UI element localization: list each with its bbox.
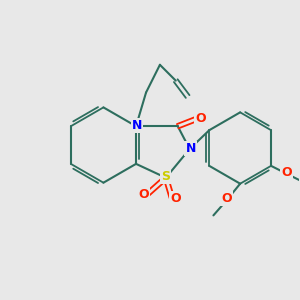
- Text: S: S: [161, 170, 170, 183]
- Text: N: N: [185, 142, 196, 154]
- Text: O: O: [195, 112, 206, 125]
- Text: O: O: [221, 192, 232, 205]
- Text: O: O: [139, 188, 149, 201]
- Text: N: N: [132, 119, 142, 132]
- Text: O: O: [281, 166, 292, 179]
- Text: O: O: [170, 192, 181, 205]
